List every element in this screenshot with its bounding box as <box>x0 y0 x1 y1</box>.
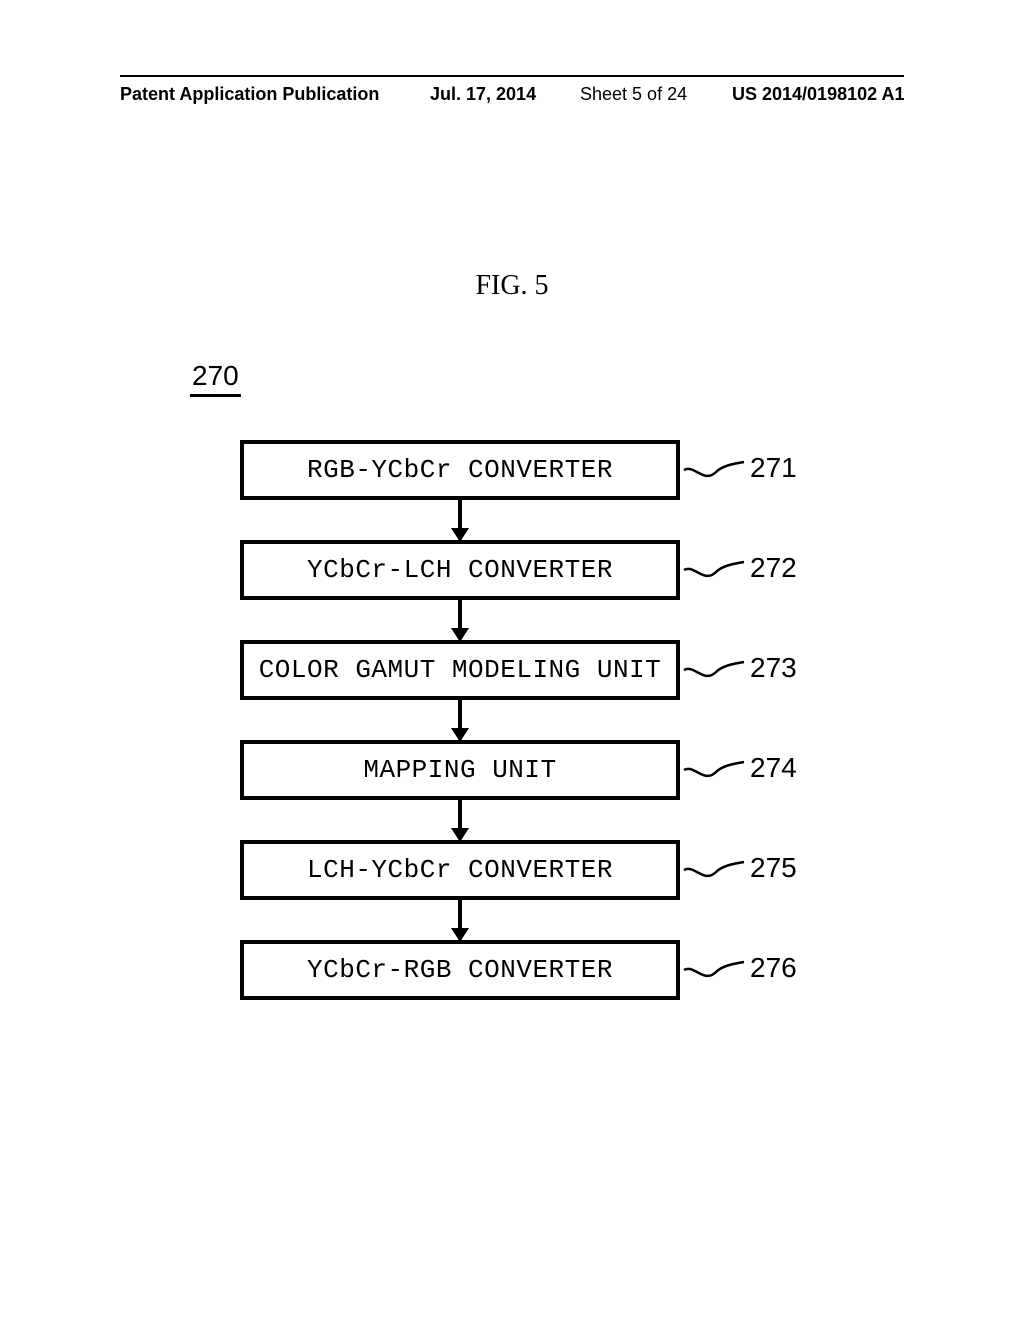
flow-box: COLOR GAMUT MODELING UNIT <box>240 640 680 700</box>
flowchart: RGB-YCbCr CONVERTER 271 YCbCr-LCH CONVER… <box>240 440 800 1000</box>
header-pubno: US 2014/0198102 A1 <box>732 84 904 105</box>
flow-row: YCbCr-LCH CONVERTER 272 <box>240 540 800 600</box>
flow-arrow <box>458 800 462 830</box>
group-reference: 270 <box>190 360 241 397</box>
leader-line <box>684 770 744 790</box>
header-date: Jul. 17, 2014 <box>430 84 536 105</box>
reference-number: 275 <box>750 852 797 884</box>
page: Patent Application Publication Jul. 17, … <box>0 0 1024 1320</box>
flow-row: COLOR GAMUT MODELING UNIT 273 <box>240 640 800 700</box>
reference-number: 271 <box>750 452 797 484</box>
flow-arrow <box>458 500 462 530</box>
figure-label: FIG. 5 <box>0 270 1024 302</box>
flow-row: YCbCr-RGB CONVERTER 276 <box>240 940 800 1000</box>
reference-number: 274 <box>750 752 797 784</box>
header-rule <box>120 75 904 77</box>
leader-line <box>684 870 744 890</box>
flow-box: YCbCr-RGB CONVERTER <box>240 940 680 1000</box>
flow-arrow <box>458 700 462 730</box>
header-sheet: Sheet 5 of 24 <box>580 84 687 105</box>
flow-box: LCH-YCbCr CONVERTER <box>240 840 680 900</box>
leader-line <box>684 670 744 690</box>
leader-line <box>684 970 744 990</box>
reference-number: 276 <box>750 952 797 984</box>
flow-row: MAPPING UNIT 274 <box>240 740 800 800</box>
flow-row: LCH-YCbCr CONVERTER 275 <box>240 840 800 900</box>
flow-box: MAPPING UNIT <box>240 740 680 800</box>
reference-number: 272 <box>750 552 797 584</box>
reference-number: 273 <box>750 652 797 684</box>
flow-arrow <box>458 600 462 630</box>
flow-box: YCbCr-LCH CONVERTER <box>240 540 680 600</box>
leader-line <box>684 470 744 490</box>
flow-row: RGB-YCbCr CONVERTER 271 <box>240 440 800 500</box>
flow-box: RGB-YCbCr CONVERTER <box>240 440 680 500</box>
leader-line <box>684 570 744 590</box>
header-publication: Patent Application Publication <box>120 84 379 105</box>
flow-arrow <box>458 900 462 930</box>
